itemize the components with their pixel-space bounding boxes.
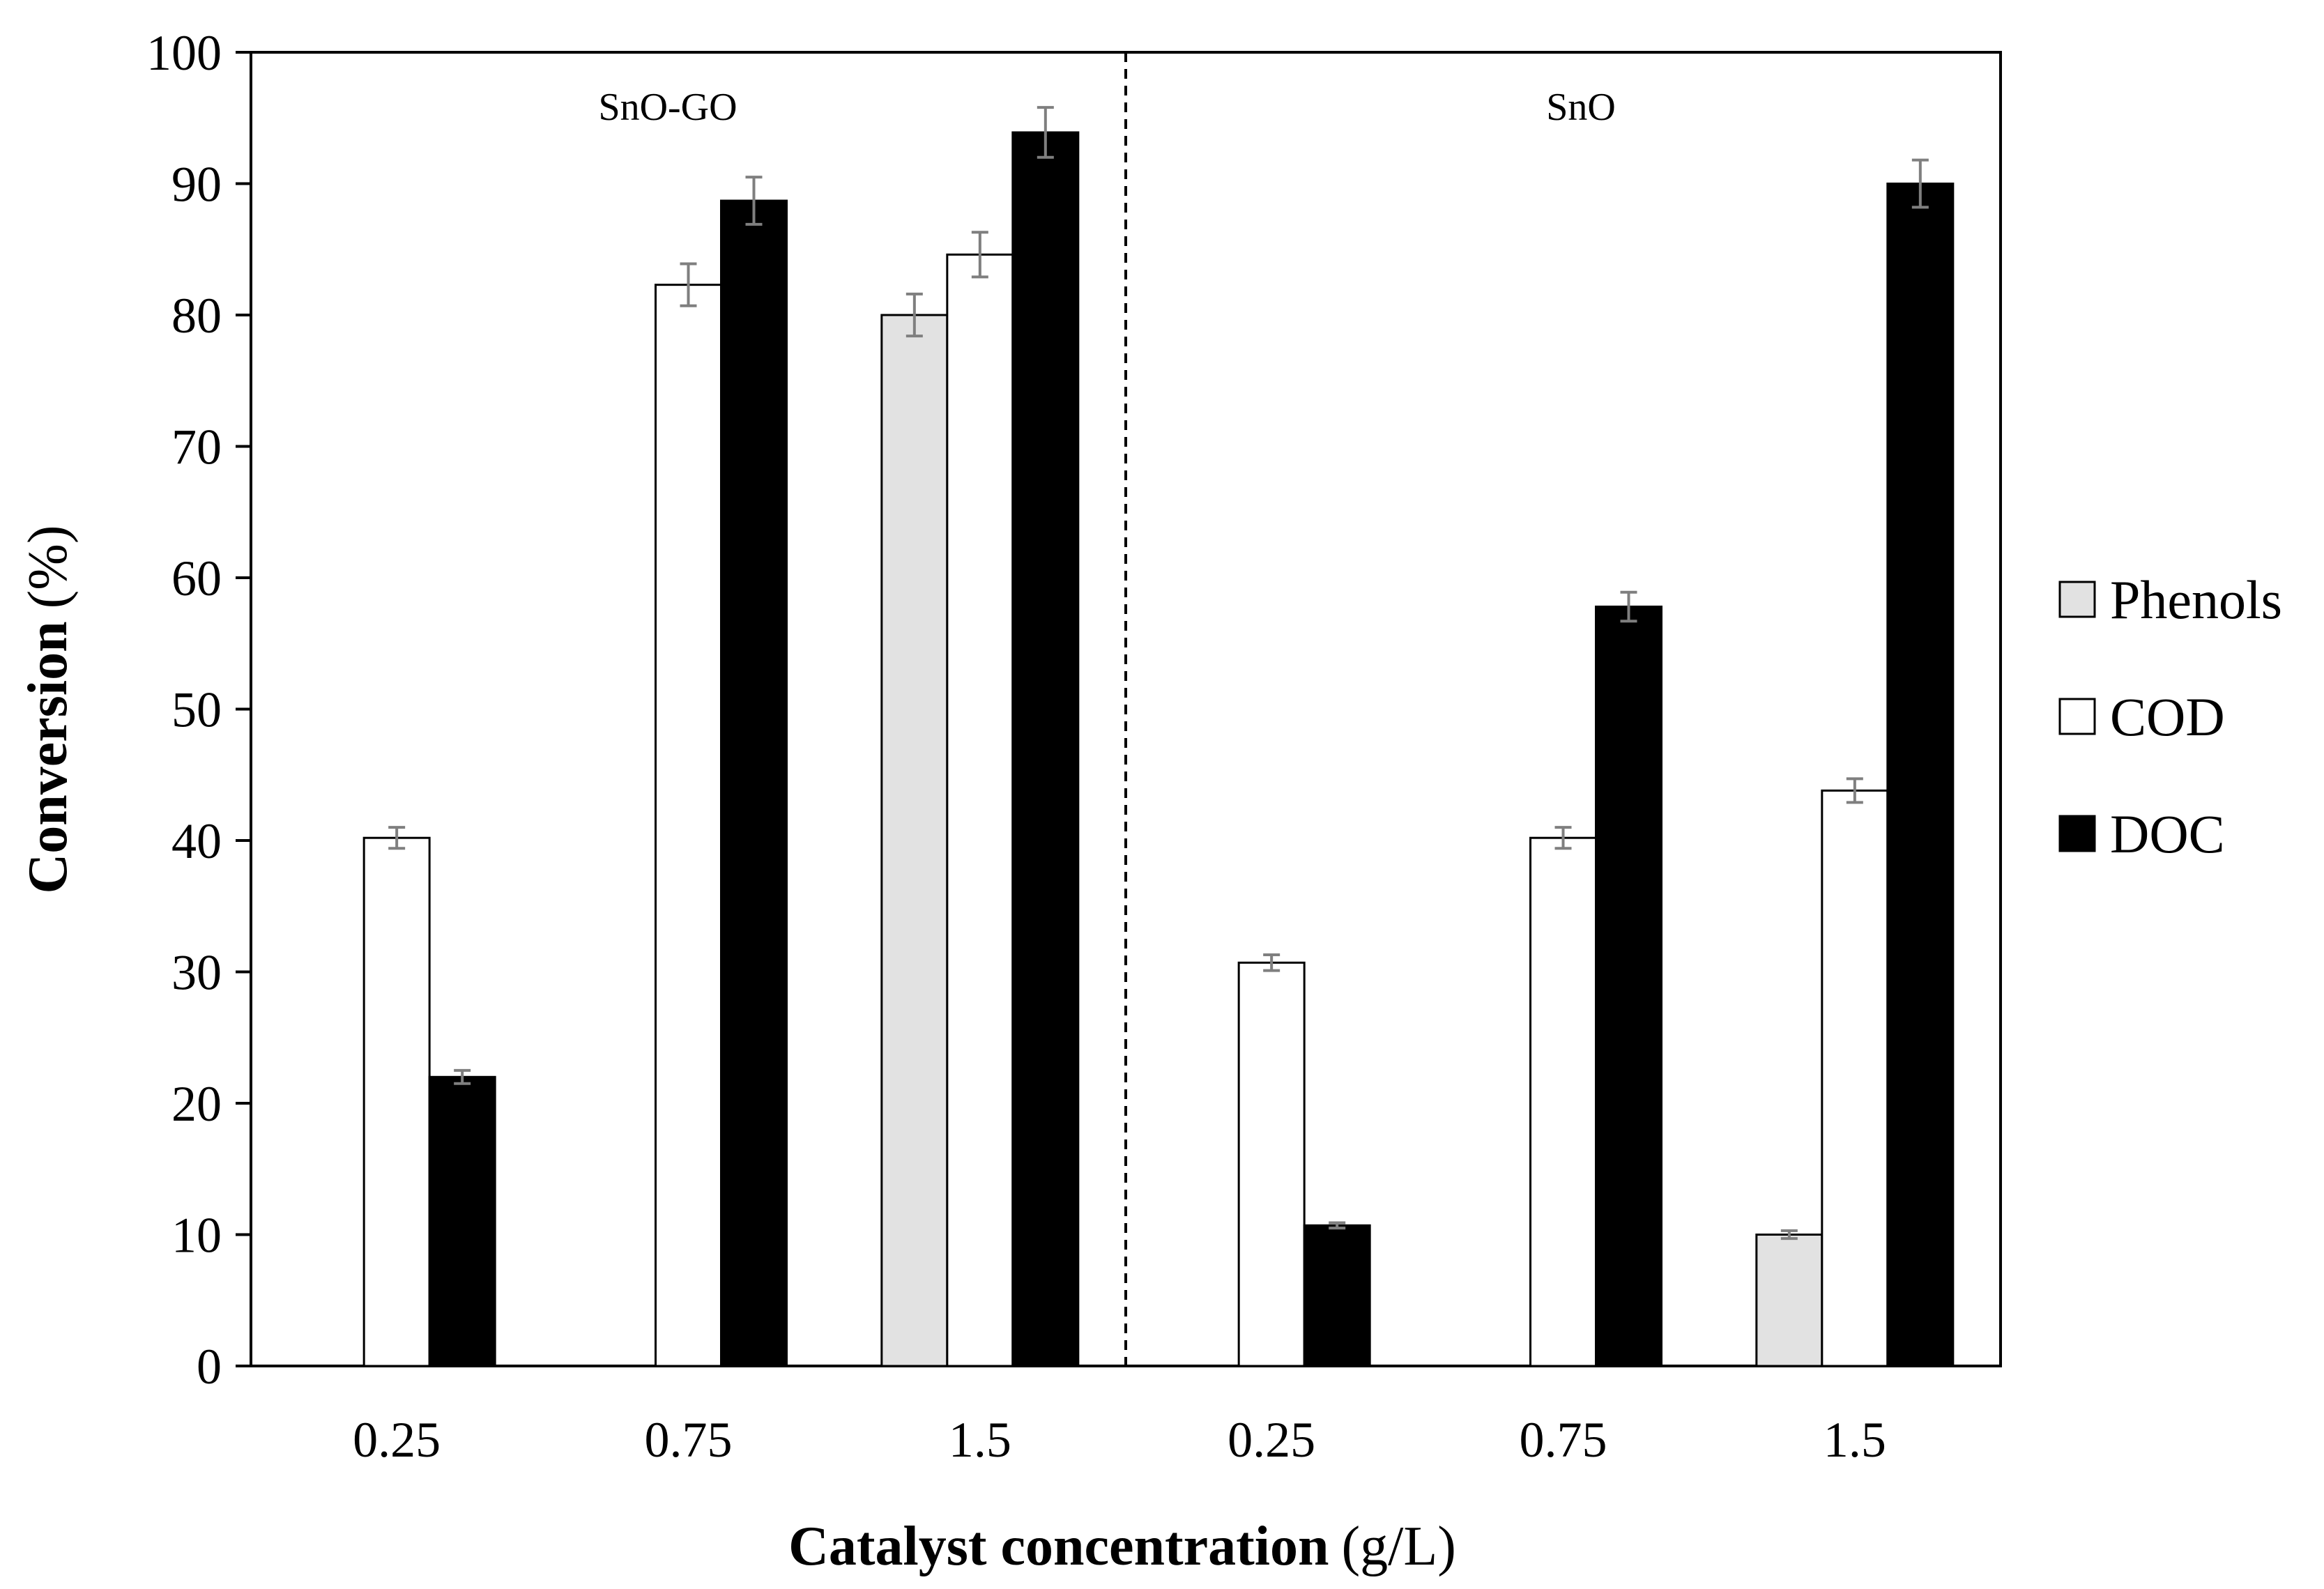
y-tick-label-40: 40 xyxy=(171,813,222,869)
error-bar-phenols-2 xyxy=(905,292,923,338)
bar-cod-sno-1-5 xyxy=(1821,789,1889,1367)
bar-cod-sno-0-75 xyxy=(1529,836,1597,1367)
y-axis-title-unit: (%) xyxy=(17,525,79,608)
error-bar-cod-2 xyxy=(971,231,988,279)
bars xyxy=(362,131,1955,1367)
y-axis: 0 10 20 30 40 50 60 70 80 90 100 xyxy=(146,25,251,1395)
y-tick-label-10: 10 xyxy=(171,1208,222,1264)
x-tick-label-5: 1.5 xyxy=(1824,1412,1886,1468)
bar-cod-sno-go-0-25 xyxy=(362,836,431,1367)
x-axis-title-unit: (g/L) xyxy=(1342,1516,1456,1577)
error-bar-doc-2 xyxy=(1037,106,1054,159)
bar-doc-sno-0-75 xyxy=(1595,605,1662,1367)
legend-item-doc: DOC xyxy=(2058,804,2225,864)
legend-label-doc: DOC xyxy=(2110,804,2225,864)
y-axis-title-bold: Conversion xyxy=(17,621,79,893)
group-label-sno-go: SnO-GO xyxy=(598,86,737,129)
bar-cod-sno-go-1-5 xyxy=(946,253,1014,1367)
x-axis-title-bold: Catalyst concentration xyxy=(788,1516,1329,1577)
y-tick-label-80: 80 xyxy=(171,288,222,344)
x-tick-label-2: 1.5 xyxy=(949,1412,1011,1468)
bar-doc-sno-1-5 xyxy=(1886,183,1955,1367)
x-tick-label-4: 0.75 xyxy=(1520,1412,1607,1468)
legend-item-phenols: Phenols xyxy=(2058,569,2282,630)
legend-swatch-phenols xyxy=(2058,581,2096,618)
y-axis-title: Conversion (%) xyxy=(17,525,79,893)
x-tick-label-0: 0.25 xyxy=(353,1412,441,1468)
y-tick-label-30: 30 xyxy=(171,945,222,1001)
group-label-sno: SnO xyxy=(1546,86,1616,129)
y-tick-label-20: 20 xyxy=(171,1076,222,1132)
y-tick-label-0: 0 xyxy=(197,1339,222,1395)
y-tick-label-90: 90 xyxy=(171,157,222,213)
legend-swatch-cod xyxy=(2058,698,2096,735)
error-bar-doc-5 xyxy=(1911,158,1929,209)
x-axis-categories: 0.25 0.75 1.5 0.25 0.75 1.5 xyxy=(353,1412,1886,1468)
error-bar-cod-4 xyxy=(1554,826,1572,850)
legend-label-phenols: Phenols xyxy=(2110,569,2282,630)
y-tick-label-60: 60 xyxy=(171,551,222,606)
legend-label-cod: COD xyxy=(2110,686,2225,747)
error-bar-doc-1 xyxy=(745,176,763,226)
bar-phenols-sno-1-5 xyxy=(1755,1234,1824,1367)
bar-cod-sno-go-0-75 xyxy=(655,284,722,1367)
x-tick-label-1: 0.75 xyxy=(645,1412,733,1468)
x-tick-label-3: 0.25 xyxy=(1228,1412,1315,1468)
error-bar-phenols-5 xyxy=(1780,1229,1798,1241)
bar-phenols-sno-go-1-5 xyxy=(880,314,949,1367)
error-bar-cod-3 xyxy=(1263,953,1281,972)
error-bar-cod-5 xyxy=(1846,777,1863,804)
legend-swatch-doc xyxy=(2058,815,2096,852)
error-bar-cod-0 xyxy=(388,826,406,850)
bar-doc-sno-0-25 xyxy=(1303,1224,1371,1367)
error-bar-cod-1 xyxy=(680,262,697,307)
group-labels: SnO-GO SnO xyxy=(598,86,1615,129)
error-bar-doc-4 xyxy=(1620,590,1637,623)
y-tick-label-70: 70 xyxy=(171,420,222,475)
bar-cod-sno-0-25 xyxy=(1237,961,1306,1367)
bar-doc-sno-go-0-75 xyxy=(720,199,788,1367)
error-bars xyxy=(388,106,1929,1241)
error-bar-doc-3 xyxy=(1329,1221,1346,1230)
bar-doc-sno-go-0-25 xyxy=(428,1075,496,1367)
legend-item-cod: COD xyxy=(2058,686,2225,747)
bar-doc-sno-go-1-5 xyxy=(1011,131,1080,1367)
y-tick-label-100: 100 xyxy=(146,25,222,81)
x-axis-title: Catalyst concentration (g/L) xyxy=(788,1516,1456,1577)
error-bar-doc-0 xyxy=(454,1068,471,1085)
y-tick-label-50: 50 xyxy=(171,682,222,738)
legend: Phenols COD DOC xyxy=(2058,569,2282,864)
